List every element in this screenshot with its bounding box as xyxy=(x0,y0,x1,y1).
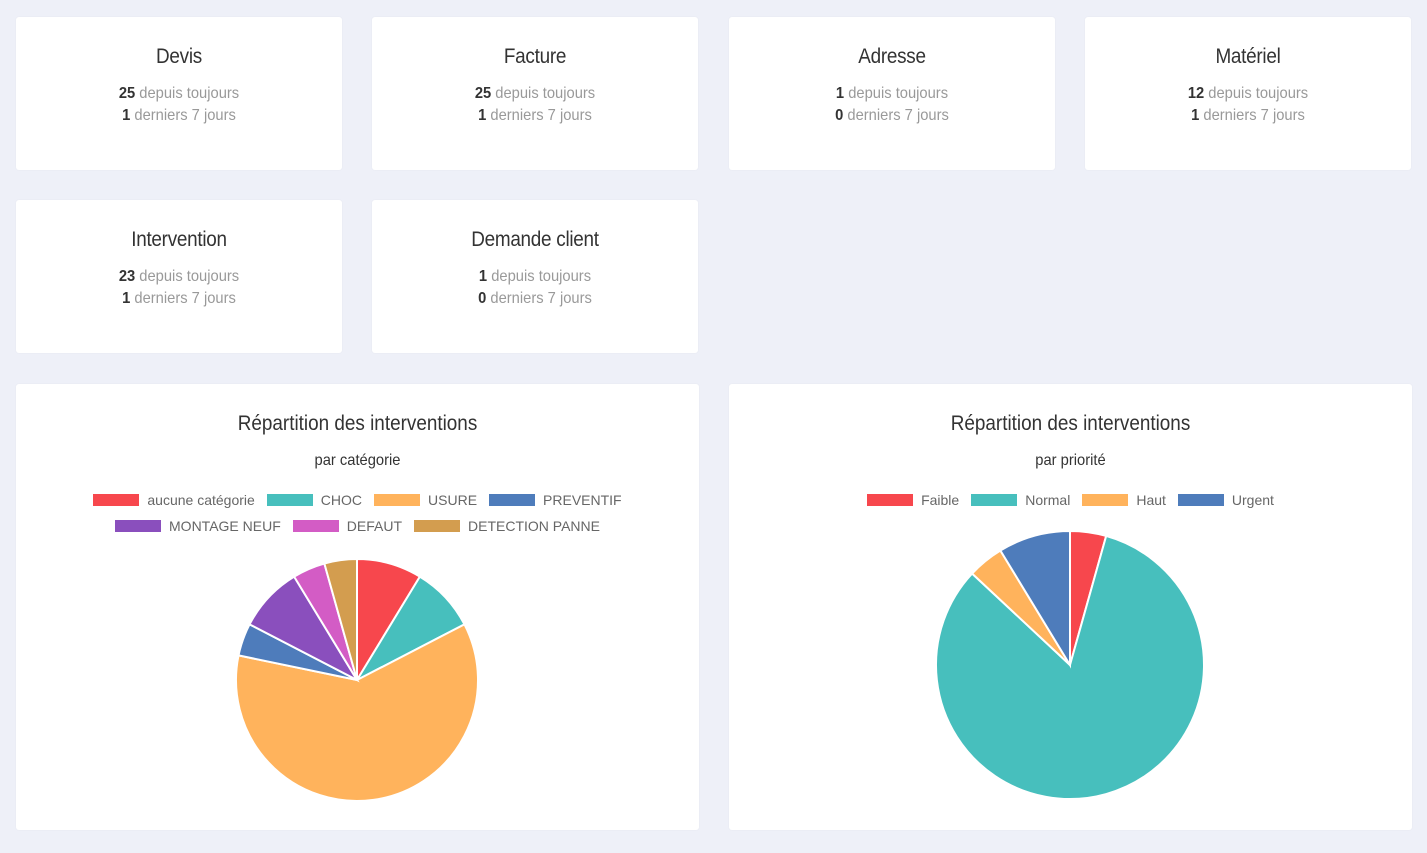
pie-slice-detection-panne[interactable] xyxy=(323,557,358,681)
legend-label: Urgent xyxy=(1231,492,1274,508)
stat-total-value: 25 xyxy=(118,85,136,102)
stat-total: 1 depuis toujours xyxy=(385,268,685,286)
legend-item[interactable]: Urgent xyxy=(1177,492,1274,508)
stat-card-facture: Facture 25 depuis toujours 1 derniers 7 … xyxy=(372,17,698,170)
stat-recent-value: 0 xyxy=(478,290,487,307)
legend-item[interactable]: DEFAUT xyxy=(292,518,402,534)
pie-slice-urgent[interactable] xyxy=(999,529,1071,669)
stat-recent-value: 1 xyxy=(478,107,487,124)
legend-swatch xyxy=(374,494,421,506)
chart-subtitle: par priorité xyxy=(1035,452,1106,469)
legend-swatch xyxy=(115,520,162,532)
stat-total-label: depuis toujours xyxy=(495,85,596,102)
stat-title: Adresse xyxy=(858,45,926,68)
legend-swatch xyxy=(1082,494,1129,506)
legend-item[interactable]: PREVENTIF xyxy=(489,492,622,508)
legend-label: MONTAGE NEUF xyxy=(169,518,281,534)
stat-recent-label: derniers 7 jours xyxy=(490,107,592,124)
stat-recent-label: derniers 7 jours xyxy=(1203,107,1305,124)
pie-slice-usure[interactable] xyxy=(235,622,479,802)
legend-label: Faible xyxy=(921,492,960,508)
stat-total-value: 23 xyxy=(118,268,136,285)
stat-title: Devis xyxy=(156,45,202,68)
stat-recent: 1 derniers 7 jours xyxy=(29,290,329,308)
stat-card-adresse: Adresse 1 depuis toujours 0 derniers 7 j… xyxy=(729,17,1055,170)
stat-card-demande-client: Demande client 1 depuis toujours 0 derni… xyxy=(372,200,698,353)
legend-label: DEFAUT xyxy=(346,518,402,534)
stat-card-intervention: Intervention 23 depuis toujours 1 dernie… xyxy=(16,200,342,353)
legend-item[interactable]: MONTAGE NEUF xyxy=(115,518,281,534)
stat-title: Matériel xyxy=(1215,45,1281,68)
stat-total: 1 depuis toujours xyxy=(742,85,1042,103)
chart-card-category: Répartition des interventions par catégo… xyxy=(16,384,699,830)
legend-item[interactable]: DETECTION PANNE xyxy=(414,518,600,534)
stat-recent: 0 derniers 7 jours xyxy=(385,290,685,308)
stat-recent-label: derniers 7 jours xyxy=(134,290,236,307)
stat-total-label: depuis toujours xyxy=(139,85,240,102)
stat-recent: 1 derniers 7 jours xyxy=(1098,107,1398,125)
chart-card-priority: Répartition des interventions par priori… xyxy=(729,384,1412,830)
pie-slice-normal[interactable] xyxy=(935,534,1205,800)
legend-swatch xyxy=(971,494,1018,506)
stat-title: Demande client xyxy=(471,228,599,251)
stat-title: Facture xyxy=(503,45,567,68)
pie-chart-priority xyxy=(935,529,1205,800)
stat-card-mat-riel: Matériel 12 depuis toujours 1 derniers 7… xyxy=(1085,17,1411,170)
legend-item[interactable]: USURE xyxy=(374,492,477,508)
stat-total: 25 depuis toujours xyxy=(29,85,329,103)
stat-total: 12 depuis toujours xyxy=(1098,85,1398,103)
legend-label: USURE xyxy=(428,492,478,508)
legend-label: CHOC xyxy=(320,492,363,508)
legend-swatch xyxy=(489,494,536,506)
legend-label: aucune catégorie xyxy=(147,492,255,508)
legend-item[interactable]: Haut xyxy=(1082,492,1166,508)
stat-recent: 1 derniers 7 jours xyxy=(29,107,329,125)
legend-label: DETECTION PANNE xyxy=(468,518,600,534)
stat-total-label: depuis toujours xyxy=(848,85,949,102)
stat-total: 23 depuis toujours xyxy=(29,268,329,286)
chart-subtitle: par catégorie xyxy=(314,452,401,469)
stat-total-label: depuis toujours xyxy=(139,268,240,285)
stat-recent-label: derniers 7 jours xyxy=(847,107,949,124)
legend-item[interactable]: CHOC xyxy=(266,492,363,508)
chart-title: Répartition des interventions xyxy=(950,412,1191,435)
stat-total: 25 depuis toujours xyxy=(385,85,685,103)
legend-swatch xyxy=(414,520,460,532)
legend-label: Normal xyxy=(1025,492,1071,508)
stat-recent-label: derniers 7 jours xyxy=(134,107,236,124)
pie-chart-category xyxy=(235,557,479,802)
chart-legend: Faible Normal Haut Urgent xyxy=(771,492,1371,508)
legend-swatch xyxy=(266,494,313,506)
stat-recent-value: 0 xyxy=(835,107,844,124)
chart-legend: aucune catégorie CHOC USURE PREVENTIF MONTAG… xyxy=(58,492,658,534)
stat-total-value: 1 xyxy=(478,268,488,285)
stat-card-devis: Devis 25 depuis toujours 1 derniers 7 jo… xyxy=(16,17,342,170)
stat-recent-value: 1 xyxy=(122,107,131,124)
legend-label: Haut xyxy=(1136,492,1166,508)
stat-total-label: depuis toujours xyxy=(1208,85,1309,102)
stat-total-label: depuis toujours xyxy=(491,268,592,285)
stat-title: Intervention xyxy=(131,228,227,251)
stat-recent-label: derniers 7 jours xyxy=(490,290,592,307)
legend-label: PREVENTIF xyxy=(543,492,622,508)
legend-item[interactable]: Normal xyxy=(971,492,1070,508)
legend-item[interactable]: Faible xyxy=(867,492,959,508)
legend-item[interactable]: aucune catégorie xyxy=(93,492,255,508)
legend-swatch xyxy=(1177,494,1224,506)
stat-total-value: 25 xyxy=(474,85,492,102)
stat-recent-value: 1 xyxy=(122,290,131,307)
stat-total-value: 1 xyxy=(835,85,845,102)
stat-total-value: 12 xyxy=(1187,85,1205,102)
legend-swatch xyxy=(292,520,339,532)
stat-recent-value: 1 xyxy=(1191,107,1200,124)
stat-recent: 1 derniers 7 jours xyxy=(385,107,685,125)
legend-swatch xyxy=(93,494,140,506)
stat-recent: 0 derniers 7 jours xyxy=(742,107,1042,125)
legend-swatch xyxy=(867,494,914,506)
chart-title: Répartition des interventions xyxy=(237,412,478,435)
